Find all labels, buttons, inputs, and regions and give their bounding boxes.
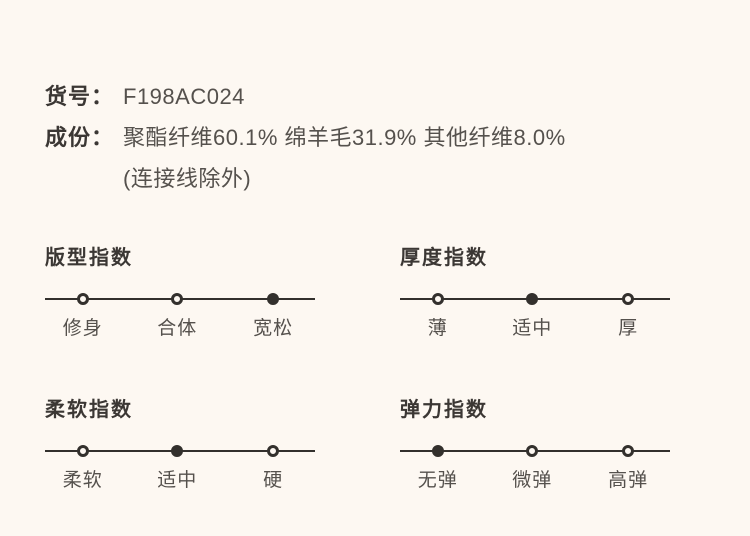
composition-value: 聚酯纤维60.1% 绵羊毛31.9% 其他纤维8.0% — [123, 125, 566, 150]
option-label: 硬 — [263, 470, 284, 491]
composition-note: (连接线除外) — [123, 166, 252, 191]
track-dot — [431, 445, 444, 457]
option-label: 修身 — [62, 318, 103, 339]
option-label: 厚 — [618, 318, 639, 339]
thickness-index-title: 厚度指数 — [400, 247, 488, 269]
stretch-index-block: 弹力指数 无弹 微弹 高弹 — [400, 397, 670, 493]
option-label: 高弹 — [608, 470, 649, 491]
option-label: 微弹 — [512, 470, 553, 491]
indent-spacer — [45, 166, 123, 192]
track-dot — [76, 445, 89, 457]
fit-index-options: 修身 合体 宽松 — [45, 317, 315, 341]
softness-index-title: 柔软指数 — [45, 399, 133, 421]
fit-index-block: 版型指数 修身 合体 宽松 — [45, 245, 315, 341]
option-label: 适中 — [512, 318, 553, 339]
thickness-index-options: 薄 适中 厚 — [400, 317, 670, 341]
option-label: 宽松 — [253, 318, 294, 339]
stretch-index-options: 无弹 微弹 高弹 — [400, 469, 670, 493]
track-dot — [171, 293, 184, 305]
track-dot — [526, 293, 539, 305]
option-label: 无弹 — [417, 470, 458, 491]
item-number-row: 货号： F198AC024 — [45, 84, 705, 110]
softness-index-track — [45, 445, 315, 457]
item-number-label: 货号： — [45, 84, 115, 109]
track-dot — [267, 293, 280, 305]
composition-label: 成份： — [45, 125, 115, 150]
softness-index-block: 柔软指数 柔软 适中 硬 — [45, 397, 315, 493]
stretch-index-title: 弹力指数 — [400, 399, 488, 421]
composition-note-row: (连接线除外) — [45, 166, 705, 192]
track-dot — [431, 293, 444, 305]
fit-index-title: 版型指数 — [45, 247, 133, 269]
option-label: 适中 — [157, 470, 198, 491]
track-dot — [622, 293, 635, 305]
track-dot — [76, 293, 89, 305]
track-dot — [171, 445, 184, 457]
track-dot — [526, 445, 539, 457]
softness-index-options: 柔软 适中 硬 — [45, 469, 315, 493]
stretch-index-track — [400, 445, 670, 457]
track-dot — [267, 445, 280, 457]
item-number-value: F198AC024 — [123, 84, 245, 109]
option-label: 合体 — [157, 318, 198, 339]
thickness-index-track — [400, 293, 670, 305]
fit-index-track — [45, 293, 315, 305]
option-label: 薄 — [427, 318, 448, 339]
option-label: 柔软 — [62, 470, 103, 491]
composition-row: 成份： 聚酯纤维60.1% 绵羊毛31.9% 其他纤维8.0% — [45, 125, 705, 151]
product-info-section: 货号： F198AC024 成份： 聚酯纤维60.1% 绵羊毛31.9% 其他纤… — [45, 84, 705, 192]
thickness-index-block: 厚度指数 薄 适中 厚 — [400, 245, 670, 341]
track-dot — [622, 445, 635, 457]
